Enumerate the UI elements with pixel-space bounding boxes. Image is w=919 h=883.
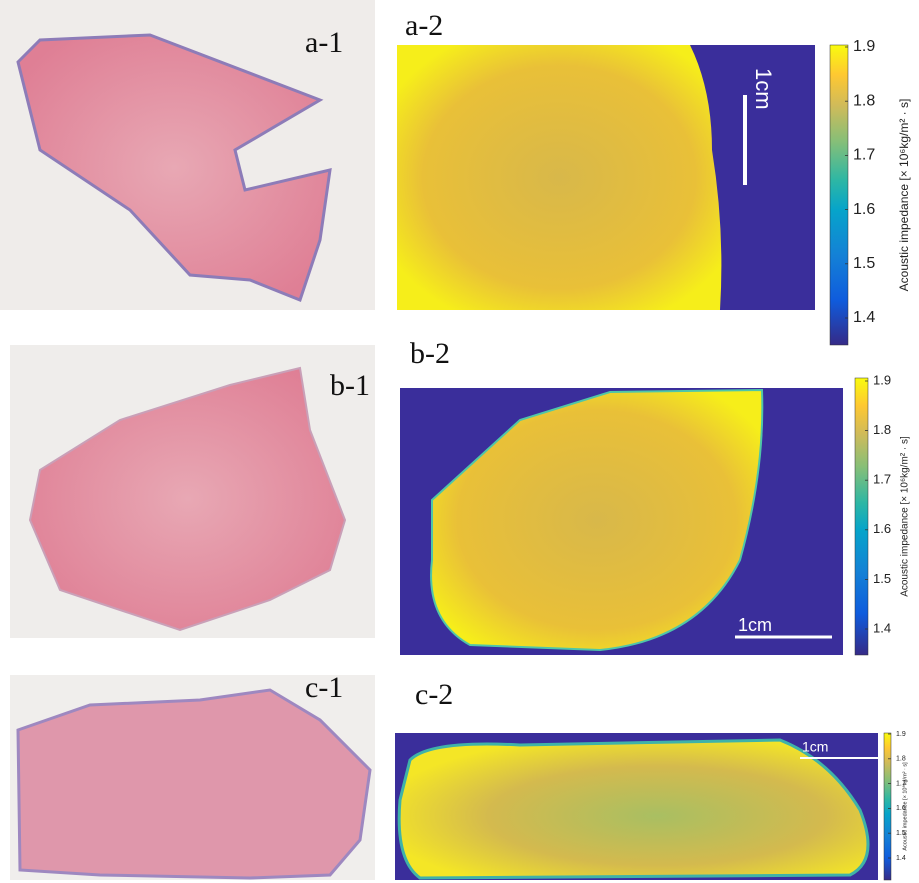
- colorbar-tick-label: 1.9: [873, 372, 891, 387]
- colorbar-tick-label: 1.9: [853, 38, 875, 55]
- colorbar-tick-label: 1.5: [853, 255, 875, 272]
- tissue-map: [399, 740, 868, 878]
- colorbar-tick-label: 1.4: [853, 309, 875, 326]
- scale-bar-label: 1cm: [751, 68, 776, 110]
- scale-bar-label: 1cm: [738, 615, 772, 635]
- colorbar-label: Acoustic impedance [× 10⁶kg/m² · s]: [900, 436, 911, 597]
- colorbar-tick-label: 1.4: [873, 620, 891, 635]
- figure-canvas: 1cm 1cm 1cm a-1 a-2 b-1 b-2 c-1 c-2 1.4 1…: [0, 0, 919, 883]
- colorbar-tick-label: 1.8: [873, 422, 891, 437]
- panel-label: c-1: [305, 671, 343, 704]
- figure: 1cm 1cm 1cm a-1 a-2 b-1 b-2 c-1 c-2 1.4 1…: [0, 0, 919, 883]
- colorbar-label: Acoustic impedance [× 10⁶kg/m² · s]: [897, 99, 911, 292]
- panel-label: b-2: [410, 337, 450, 370]
- panel-label: b-1: [330, 369, 370, 402]
- colorbar-tick-label: 1.8: [853, 92, 875, 109]
- panel-label: a-1: [305, 26, 343, 59]
- scale-bar-label: 1cm: [802, 739, 828, 755]
- colorbar-tick-label: 1.9: [896, 731, 906, 738]
- colorbar: [830, 45, 848, 345]
- colorbar: [855, 378, 868, 655]
- colorbar-label: Acoustic impedance [× 10⁶kg/m² · s]: [901, 762, 908, 851]
- colorbar-tick-label: 1.7: [853, 147, 875, 164]
- tissue-map: [397, 45, 721, 310]
- colorbar-tick-label: 1.8: [896, 756, 906, 763]
- tissue: [18, 690, 370, 878]
- panel-label: a-2: [405, 9, 443, 42]
- colorbar-tick-label: 1.7: [873, 472, 891, 487]
- colorbar-tick-label: 1.6: [873, 521, 891, 536]
- panel-label: c-2: [415, 678, 453, 711]
- colorbar-tick-label: 1.4: [896, 855, 906, 862]
- colorbar-tick-label: 1.5: [873, 571, 891, 586]
- colorbar-tick-label: 1.6: [853, 201, 875, 218]
